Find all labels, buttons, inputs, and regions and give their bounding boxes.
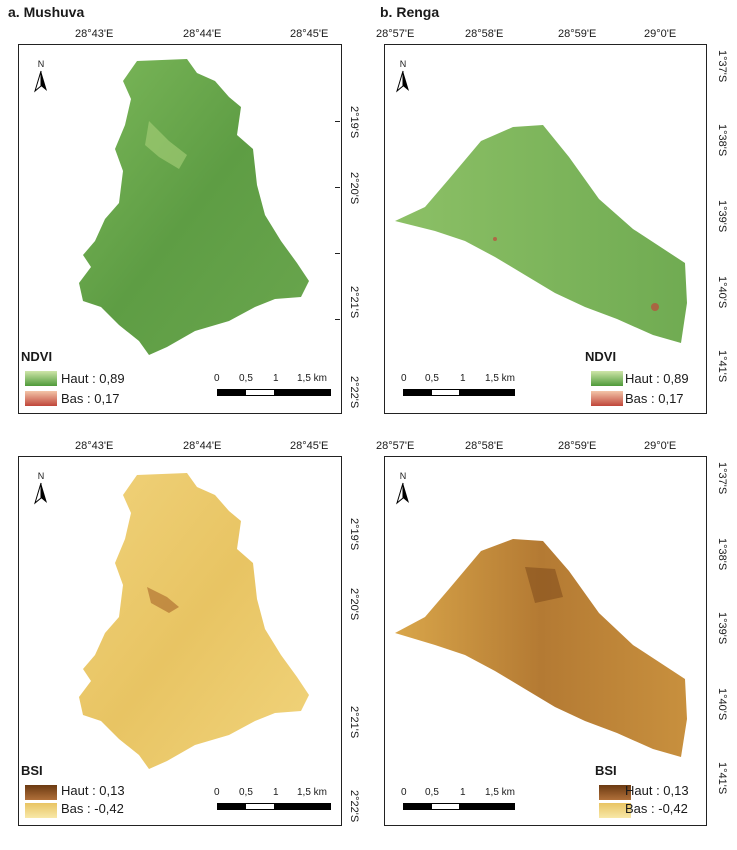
lon-tick: 28°43'E [75, 440, 114, 452]
legend-high-label: Haut : 0,13 [625, 783, 689, 798]
legend-low-label: Bas : 0,17 [625, 391, 684, 406]
scale-label: 1,5 km [297, 787, 328, 798]
legend-swatch-low [591, 391, 623, 406]
scale-label: 1,5 km [297, 373, 328, 384]
lat-tick: 2°19'S [348, 518, 360, 551]
map-mushuva-bsi: N BSI Haut : 0,13 Bas : -0,42 0 0,5 1 1,… [18, 456, 342, 826]
scale-label: 1 [273, 373, 279, 384]
scale-label: 0,5 [239, 373, 253, 384]
north-arrow-icon: N [393, 59, 413, 95]
lat-tick: 1°40'S [716, 276, 728, 309]
lat-tick: 2°22'S [348, 790, 360, 823]
scale-label: 0 [401, 373, 407, 384]
north-arrow-icon: N [31, 59, 51, 95]
lat-tick: 1°38'S [716, 124, 728, 157]
legend-high-label: Haut : 0,13 [61, 783, 125, 798]
panel-b-title: b. Renga [380, 4, 440, 20]
lat-tick: 1°40'S [716, 688, 728, 721]
lon-tick: 28°59'E [558, 440, 597, 452]
scale-bar [217, 389, 331, 396]
legend-title-ndvi: NDVI [585, 349, 617, 364]
legend-swatch-high [591, 371, 623, 386]
ndvi-mushuva-raster [79, 59, 309, 355]
scale-label: 0,5 [425, 787, 439, 798]
legend-title-ndvi: NDVI [21, 349, 53, 364]
north-arrow-icon: N [31, 471, 51, 507]
lat-tick: 1°38'S [716, 538, 728, 571]
scale-label: 1 [460, 787, 466, 798]
lat-tick: 2°21'S [348, 286, 360, 319]
lon-tick: 28°43'E [75, 28, 114, 40]
legend-low-label: Bas : -0,42 [625, 801, 688, 816]
lat-tick: 1°37'S [716, 50, 728, 83]
lon-tick: 28°45'E [290, 28, 329, 40]
lat-tick: 2°22'S [348, 376, 360, 409]
scale-label: 0 [214, 787, 220, 798]
legend-swatch-high [599, 785, 631, 800]
scale-bar [217, 803, 331, 810]
legend-swatch-high [25, 785, 57, 800]
lon-tick: 28°57'E [376, 28, 415, 40]
north-arrow-icon: N [393, 471, 413, 507]
lat-tick: 1°41'S [716, 762, 728, 795]
map-mushuva-ndvi: N NDVI Haut : 0,89 Bas : 0,17 0 0,5 1 1,… [18, 44, 342, 414]
scale-label: 1,5 km [485, 373, 516, 384]
bsi-mushuva-raster [79, 473, 309, 769]
lon-tick: 29°0'E [644, 28, 677, 40]
lon-tick: 28°58'E [465, 440, 504, 452]
scale-label: 1 [273, 787, 279, 798]
lat-tick: 2°20'S [348, 588, 360, 621]
scale-label: 0,5 [239, 787, 253, 798]
lon-tick: 28°44'E [183, 440, 222, 452]
legend-high-label: Haut : 0,89 [61, 371, 125, 386]
legend-low-label: Bas : -0,42 [61, 801, 124, 816]
lat-tick: 2°20'S [348, 172, 360, 205]
map-renga-ndvi: N NDVI Haut : 0,89 Bas : 0,17 0 0,5 1 1,… [384, 44, 707, 414]
scale-label: 0,5 [425, 373, 439, 384]
scale-bar [403, 803, 515, 810]
ndvi-renga-raster [395, 125, 687, 343]
legend-swatch-high [25, 371, 57, 386]
legend-swatch-low [25, 803, 57, 818]
legend-high-label: Haut : 0,89 [625, 371, 689, 386]
scale-label: 0 [214, 373, 220, 384]
legend-swatch-low [599, 803, 631, 818]
lon-tick: 28°59'E [558, 28, 597, 40]
lat-tick: 1°37'S [716, 462, 728, 495]
legend-swatch-low [25, 391, 57, 406]
lat-tick: 1°41'S [716, 350, 728, 383]
scale-label: 1 [460, 373, 466, 384]
map-renga-bsi: N BSI Haut : 0,13 Bas : -0,42 0 0,5 1 1,… [384, 456, 707, 826]
scale-label: 0 [401, 787, 407, 798]
lat-tick: 2°21'S [348, 706, 360, 739]
legend-title-bsi: BSI [595, 763, 617, 778]
lon-tick: 28°57'E [376, 440, 415, 452]
scale-bar [403, 389, 515, 396]
lon-tick: 29°0'E [644, 440, 677, 452]
lon-tick: 28°58'E [465, 28, 504, 40]
scale-label: 1,5 km [485, 787, 516, 798]
lat-tick: 1°39'S [716, 612, 728, 645]
legend-title-bsi: BSI [21, 763, 43, 778]
bsi-renga-raster [395, 539, 687, 757]
panel-a-title: a. Mushuva [8, 4, 85, 20]
lat-tick: 1°39'S [716, 200, 728, 233]
lon-tick: 28°45'E [290, 440, 329, 452]
legend-low-label: Bas : 0,17 [61, 391, 120, 406]
lat-tick: 2°19'S [348, 106, 360, 139]
lon-tick: 28°44'E [183, 28, 222, 40]
